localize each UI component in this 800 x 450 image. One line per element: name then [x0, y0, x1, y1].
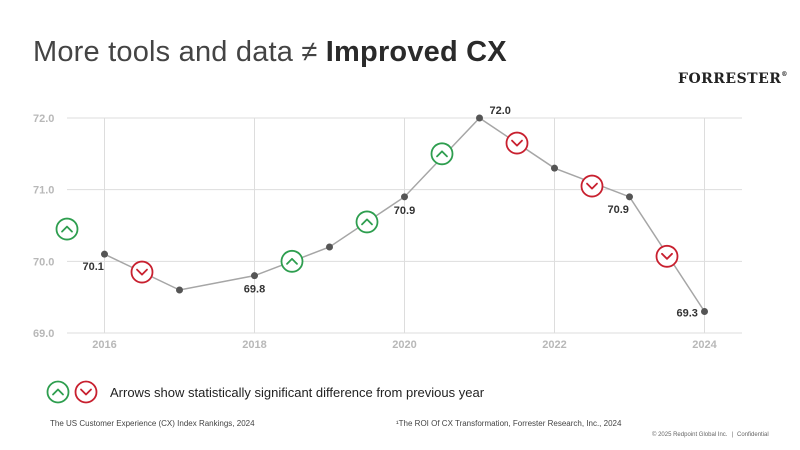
- x-tick-label: 2020: [392, 339, 416, 351]
- x-tick-label: 2024: [692, 339, 717, 351]
- footer-copyright: © 2025 Redpoint Global Inc. | Confidential: [652, 432, 769, 438]
- x-tick-label: 2018: [242, 339, 266, 351]
- data-point: [176, 286, 183, 294]
- y-tick-label: 69.0: [33, 328, 54, 340]
- grid-layer: 69.0 70.0 71.0 72.0 2016 2018 2020 2022 2024: [33, 113, 742, 351]
- data-label: 70.9: [608, 204, 629, 216]
- arrow-circle: [280, 249, 304, 273]
- data-label: 69.8: [244, 284, 265, 296]
- arrow-circle: [355, 210, 379, 234]
- brand-name: FORRESTER: [678, 71, 782, 87]
- brand-registered-mark: ®: [781, 71, 788, 78]
- footer-source-right: ¹The ROI Of CX Transformation, Forrester…: [396, 419, 622, 428]
- arrow-chevron: [136, 268, 148, 276]
- point-layer: [101, 114, 708, 315]
- title-regular: More tools and data ≠: [33, 36, 318, 68]
- data-label: 70.9: [394, 205, 415, 217]
- data-point: [101, 250, 108, 258]
- arrow-chevron: [511, 139, 523, 147]
- footer-source-left: The US Customer Experience (CX) Index Ra…: [50, 419, 255, 428]
- up-arrow-icon: [430, 142, 454, 166]
- down-arrow-icon: [580, 174, 604, 198]
- arrow-circle: [505, 131, 529, 155]
- arrow-circle: [130, 260, 154, 284]
- data-point: [626, 193, 633, 201]
- data-point: [551, 164, 558, 172]
- y-tick-label: 72.0: [33, 113, 54, 125]
- data-label: 72.0: [490, 105, 511, 117]
- arrow-chevron: [661, 252, 673, 260]
- up-arrow-icon: [55, 217, 79, 241]
- data-point: [251, 272, 258, 280]
- x-tick-label: 2022: [542, 339, 566, 351]
- arrow-chevron: [361, 218, 373, 226]
- title-bold: Improved CX: [325, 36, 507, 68]
- label-layer: 70.1 69.8 70.9 72.0 70.9 69.3: [83, 105, 698, 320]
- data-point: [701, 308, 708, 315]
- arrow-circle: [655, 244, 679, 268]
- legend: Arrows show statistically significant di…: [46, 380, 484, 404]
- arrow-chevron: [436, 150, 448, 158]
- down-arrow-icon: [505, 131, 529, 155]
- y-tick-label: 70.0: [33, 256, 54, 268]
- legend-icons: [46, 380, 98, 404]
- arrow-circle: [55, 217, 79, 241]
- y-tick-label: 71.0: [33, 185, 54, 197]
- legend-text: Arrows show statistically significant di…: [110, 384, 485, 400]
- arrow-chevron: [286, 257, 298, 265]
- confidential-text: Confidential: [737, 432, 769, 438]
- arrow-circle: [430, 142, 454, 166]
- arrow-layer: [55, 131, 679, 284]
- arrow-chevron: [61, 225, 73, 233]
- data-label: 69.3: [677, 308, 698, 320]
- data-point: [401, 193, 408, 201]
- footer-separator: |: [731, 432, 734, 438]
- copyright-text: © 2025 Redpoint Global Inc.: [652, 432, 728, 438]
- down-arrow-icon: [130, 260, 154, 284]
- legend-up-arrow-icon: [46, 380, 70, 404]
- page-title: More tools and data ≠ Improved CX: [33, 36, 507, 69]
- legend-down-arrow-icon: [74, 380, 98, 404]
- data-label: 70.1: [83, 261, 104, 273]
- arrow-chevron: [586, 182, 598, 190]
- up-arrow-icon: [280, 249, 304, 273]
- data-point: [476, 114, 483, 122]
- data-point: [326, 243, 333, 251]
- forrester-logo: FORRESTER®: [678, 71, 788, 87]
- arrow-circle: [580, 174, 604, 198]
- down-arrow-icon: [655, 244, 679, 268]
- up-arrow-icon: [355, 210, 379, 234]
- x-tick-label: 2016: [92, 339, 116, 351]
